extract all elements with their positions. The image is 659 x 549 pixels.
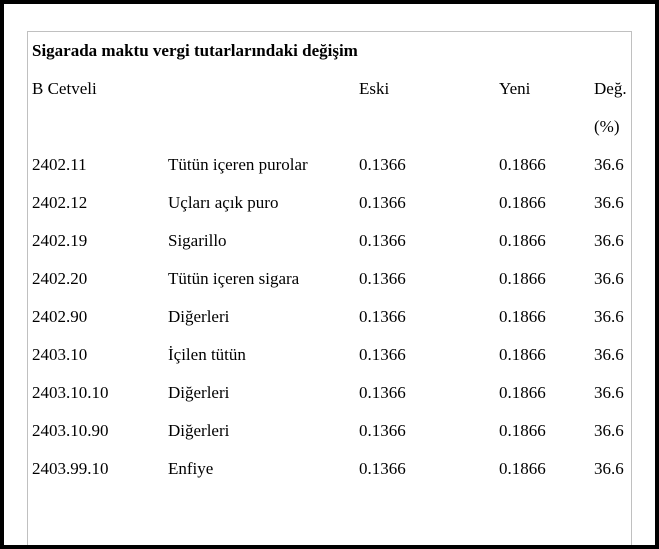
cell-description: Uçları açık puro — [168, 193, 279, 212]
cell-change-percent: 36.6 — [594, 269, 624, 288]
cell-description: Sigarillo — [168, 231, 227, 250]
cell-old-value: 0.1366 — [359, 231, 406, 250]
cell-tariff-code: 2403.10 — [32, 345, 88, 364]
cell-new-value: 0.1866 — [499, 383, 546, 402]
cell-new-value: 0.1866 — [499, 307, 546, 326]
cell-change-percent: 36.6 — [594, 421, 624, 440]
table-row: 2402.20 Tütün içeren sigara 0.1366 0.186… — [32, 260, 631, 298]
table-row: 2403.10.90 Diğerleri 0.1366 0.1866 36.6 — [32, 412, 631, 450]
cell-new-value: 0.1866 — [499, 193, 546, 212]
cell-old-value: 0.1366 — [359, 383, 406, 402]
cell-change-percent: 36.6 — [594, 459, 624, 478]
cell-old-value: 0.1366 — [359, 155, 406, 174]
cell-change-percent: 36.6 — [594, 307, 624, 326]
table-row: 2402.11 Tütün içeren purolar 0.1366 0.18… — [32, 146, 631, 184]
cell-new-value: 0.1866 — [499, 459, 546, 478]
cell-description: Diğerleri — [168, 307, 230, 326]
cell-description: Tütün içeren purolar — [168, 155, 308, 174]
header-change: Değ. — [594, 79, 627, 98]
cell-change-percent: 36.6 — [594, 345, 624, 364]
table-row: 2402.12 Uçları açık puro 0.1366 0.1866 3… — [32, 184, 631, 222]
cell-description: Diğerleri — [168, 383, 230, 402]
header-old-value: Eski — [359, 79, 390, 98]
cell-tariff-code: 2402.19 — [32, 231, 88, 250]
table-row: 2402.19 Sigarillo 0.1366 0.1866 36.6 — [32, 222, 631, 260]
cell-new-value: 0.1866 — [499, 231, 546, 250]
cell-change-percent: 36.6 — [594, 383, 624, 402]
header-new-value: Yeni — [499, 79, 531, 98]
cell-tariff-code: 2403.99.10 — [32, 459, 109, 478]
cell-old-value: 0.1366 — [359, 307, 406, 326]
table-header-row: B Cetveli Eski Yeni Değ. — [32, 70, 631, 108]
table-row: 2402.90 Diğerleri 0.1366 0.1866 36.6 — [32, 298, 631, 336]
cell-old-value: 0.1366 — [359, 345, 406, 364]
cell-new-value: 0.1866 — [499, 269, 546, 288]
cell-new-value: 0.1866 — [499, 345, 546, 364]
cell-change-percent: 36.6 — [594, 231, 624, 250]
document-page: Sigarada maktu vergi tutarlarındaki deği… — [4, 4, 655, 545]
header-schedule: B Cetveli — [32, 79, 97, 98]
cell-tariff-code: 2403.10.10 — [32, 383, 109, 402]
header-change-unit: (%) — [594, 117, 620, 136]
cell-tariff-code: 2402.90 — [32, 307, 88, 326]
table-row: 2403.10.10 Diğerleri 0.1366 0.1866 36.6 — [32, 374, 631, 412]
table-row: 2403.10 İçilen tütün 0.1366 0.1866 36.6 — [32, 336, 631, 374]
table-header-unit-row: (%) — [32, 108, 631, 146]
cell-tariff-code: 2402.11 — [32, 155, 87, 174]
cell-old-value: 0.1366 — [359, 193, 406, 212]
cell-change-percent: 36.6 — [594, 193, 624, 212]
cell-description: Enfiye — [168, 459, 214, 478]
cell-description: Tütün içeren sigara — [168, 269, 300, 288]
cell-description: Diğerleri — [168, 421, 230, 440]
cell-tariff-code: 2403.10.90 — [32, 421, 109, 440]
cell-old-value: 0.1366 — [359, 459, 406, 478]
cell-old-value: 0.1366 — [359, 269, 406, 288]
table-title: Sigarada maktu vergi tutarlarındaki deği… — [32, 41, 358, 60]
excise-tax-table: Sigarada maktu vergi tutarlarındaki deği… — [27, 31, 632, 545]
cell-old-value: 0.1366 — [359, 421, 406, 440]
cell-description: İçilen tütün — [168, 345, 246, 364]
cell-new-value: 0.1866 — [499, 421, 546, 440]
cell-tariff-code: 2402.20 — [32, 269, 88, 288]
cell-new-value: 0.1866 — [499, 155, 546, 174]
cell-tariff-code: 2402.12 — [32, 193, 88, 212]
table-row: 2403.99.10 Enfiye 0.1366 0.1866 36.6 — [32, 450, 631, 488]
cell-change-percent: 36.6 — [594, 155, 624, 174]
